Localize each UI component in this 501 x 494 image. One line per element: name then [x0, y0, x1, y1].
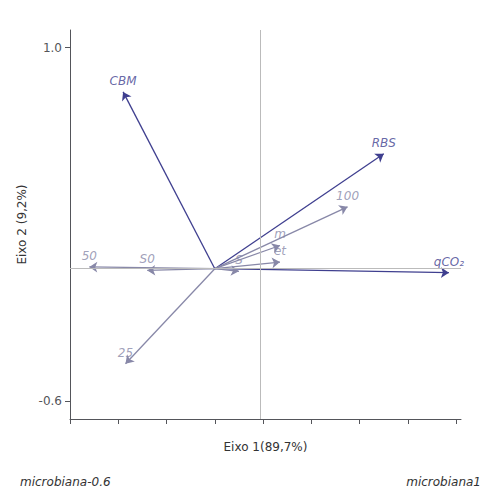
svg-text:-0.6: -0.6: [39, 394, 62, 408]
svg-text:1.0: 1.0: [43, 41, 62, 55]
svg-text:microbiana1: microbiana1: [406, 475, 481, 489]
svg-text:50: 50: [82, 249, 98, 263]
svg-text:S0: S0: [140, 252, 156, 266]
svg-text:microbiana-0.6: microbiana-0.6: [20, 475, 111, 489]
svg-text:25: 25: [118, 346, 133, 360]
svg-text:m: m: [274, 227, 286, 241]
svg-text:CBM: CBM: [110, 74, 138, 88]
svg-text:S: S: [235, 253, 243, 267]
svg-text:Eixo 1(89,7%): Eixo 1(89,7%): [224, 440, 308, 454]
svg-text:RBS: RBS: [372, 136, 397, 150]
svg-text:100: 100: [336, 189, 359, 203]
svg-text:Eixo 2 (9,2%): Eixo 2 (9,2%): [15, 184, 29, 264]
svg-text:et: et: [274, 244, 287, 258]
svg-text:qCO₂: qCO₂: [434, 255, 464, 269]
